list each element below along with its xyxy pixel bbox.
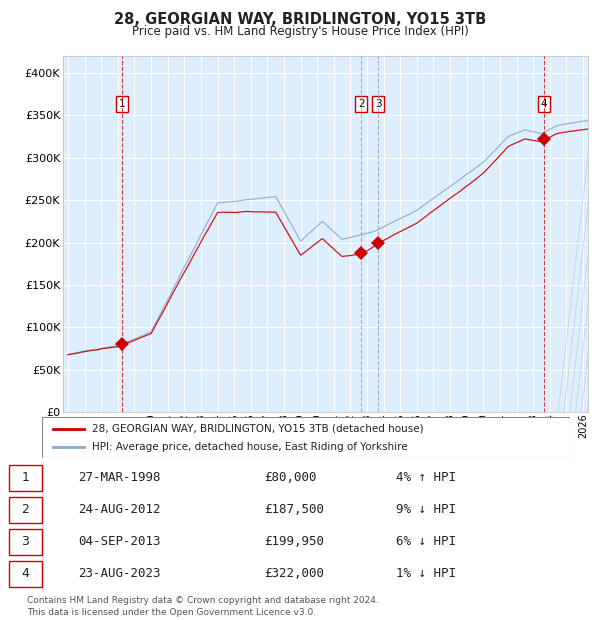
Text: £322,000: £322,000 — [264, 567, 324, 580]
Text: 6% ↓ HPI: 6% ↓ HPI — [396, 536, 456, 548]
Text: 9% ↓ HPI: 9% ↓ HPI — [396, 503, 456, 516]
Text: 27-MAR-1998: 27-MAR-1998 — [78, 471, 161, 484]
Text: 1% ↓ HPI: 1% ↓ HPI — [396, 567, 456, 580]
Text: £80,000: £80,000 — [264, 471, 317, 484]
Bar — [9, 465, 42, 490]
Text: 1: 1 — [118, 99, 125, 109]
Text: 2: 2 — [21, 503, 29, 516]
Text: 23-AUG-2023: 23-AUG-2023 — [78, 567, 161, 580]
Text: £187,500: £187,500 — [264, 503, 324, 516]
Text: 3: 3 — [375, 99, 382, 109]
Text: Contains HM Land Registry data © Crown copyright and database right 2024.
This d: Contains HM Land Registry data © Crown c… — [27, 596, 379, 618]
Bar — [9, 529, 42, 554]
Text: 28, GEORGIAN WAY, BRIDLINGTON, YO15 3TB: 28, GEORGIAN WAY, BRIDLINGTON, YO15 3TB — [114, 12, 486, 27]
Text: 4% ↑ HPI: 4% ↑ HPI — [396, 471, 456, 484]
Text: 28, GEORGIAN WAY, BRIDLINGTON, YO15 3TB (detached house): 28, GEORGIAN WAY, BRIDLINGTON, YO15 3TB … — [92, 423, 424, 433]
Text: Price paid vs. HM Land Registry's House Price Index (HPI): Price paid vs. HM Land Registry's House … — [131, 25, 469, 37]
Text: HPI: Average price, detached house, East Riding of Yorkshire: HPI: Average price, detached house, East… — [92, 443, 408, 453]
Text: 4: 4 — [541, 99, 547, 109]
Text: 04-SEP-2013: 04-SEP-2013 — [78, 536, 161, 548]
Text: 1: 1 — [21, 471, 29, 484]
Bar — [566, 56, 600, 412]
Bar — [9, 561, 42, 587]
Text: 24-AUG-2012: 24-AUG-2012 — [78, 503, 161, 516]
Text: £199,950: £199,950 — [264, 536, 324, 548]
Text: 4: 4 — [21, 567, 29, 580]
Text: 3: 3 — [21, 536, 29, 548]
Bar — [9, 497, 42, 523]
Text: 2: 2 — [358, 99, 365, 109]
